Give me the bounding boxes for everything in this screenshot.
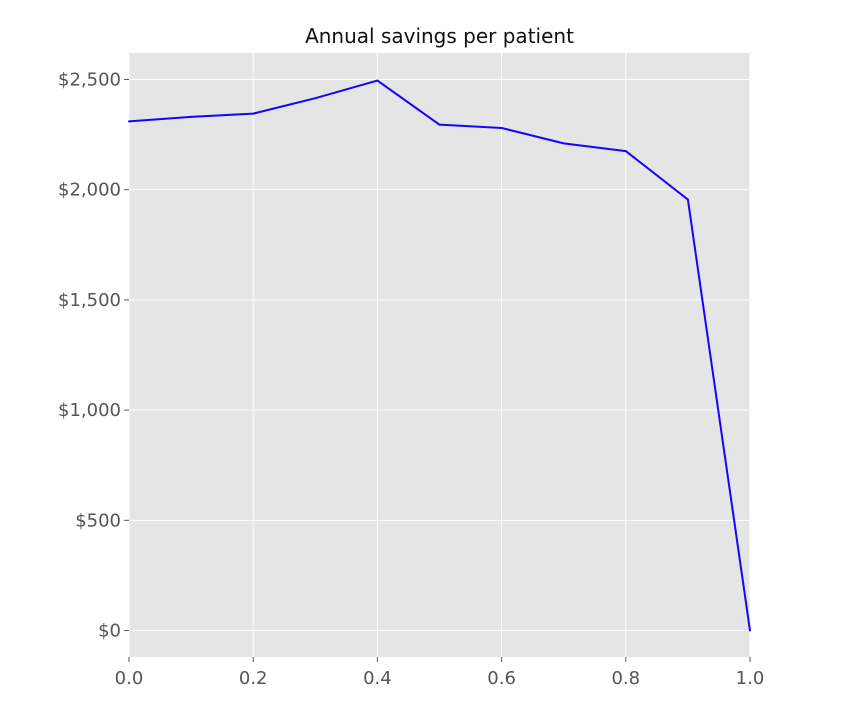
x-tick-label: 0.2 [239, 668, 268, 689]
y-tick-label: $2,500 [58, 69, 121, 90]
x-axis-ticks: 0.0 0.2 0.4 0.6 0.8 1.0 [115, 657, 765, 689]
data-point [376, 79, 379, 82]
data-point [749, 629, 751, 632]
data-point [252, 112, 255, 115]
grid-lines [128, 53, 751, 657]
data-point [190, 115, 193, 118]
chart-title: Annual savings per patient [305, 24, 574, 48]
x-tick-label: 0.4 [363, 668, 392, 689]
x-tick-label: 0.6 [487, 668, 516, 689]
data-point [686, 198, 689, 201]
y-tick-label: $1,000 [58, 400, 121, 421]
x-tick-label: 0.8 [611, 668, 640, 689]
y-tick-label: $0 [98, 621, 121, 642]
plot-background [129, 53, 750, 657]
data-point [624, 150, 627, 153]
data-point [128, 120, 130, 123]
y-axis-ticks: $0 $500 $1,000 $1,500 $2,000 $2,500 [58, 69, 129, 642]
y-tick-label: $2,000 [58, 180, 121, 201]
y-tick-label: $1,500 [58, 290, 121, 311]
x-tick-label: 1.0 [736, 668, 765, 689]
data-point [500, 126, 503, 129]
data-point [438, 123, 441, 126]
series-group [128, 79, 751, 632]
y-tick-label: $500 [75, 510, 121, 531]
data-point [562, 142, 565, 145]
data-point [314, 97, 317, 100]
x-tick-label: 0.0 [115, 668, 144, 689]
